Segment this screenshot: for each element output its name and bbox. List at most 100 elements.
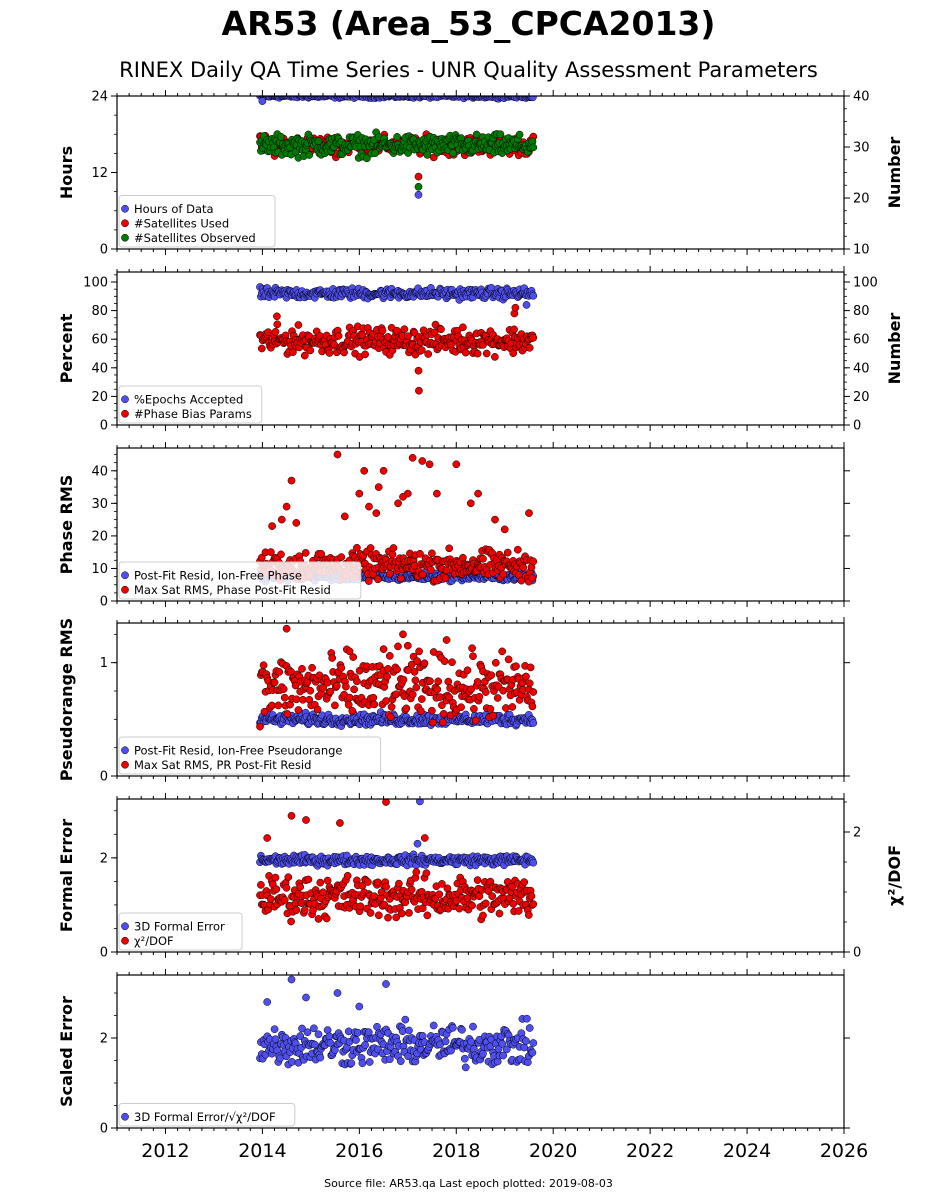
series-1-point xyxy=(529,688,538,696)
series-1-point xyxy=(257,553,266,562)
series-1-point xyxy=(417,346,426,354)
legend-marker xyxy=(121,409,129,418)
series-1-point xyxy=(334,332,343,340)
series-1-outlier xyxy=(355,489,364,498)
series-1-outlier xyxy=(442,636,451,644)
y-tick-label: 0 xyxy=(100,243,108,258)
series-1-point xyxy=(260,707,269,716)
series-1-point xyxy=(394,642,402,651)
legend-entry: #Phase Bias Params xyxy=(134,407,252,421)
series-1-point xyxy=(356,902,365,911)
series-1-point xyxy=(271,327,280,336)
series-1-point xyxy=(502,704,510,712)
series-0-point xyxy=(298,1024,306,1033)
series-0-point xyxy=(502,1045,511,1054)
y-right-tick-label: 20 xyxy=(853,390,870,405)
series-0-point xyxy=(358,1059,367,1068)
series-1-point xyxy=(526,663,535,672)
series-2-point xyxy=(472,130,481,139)
series-1-point xyxy=(280,896,289,904)
series-0-point xyxy=(314,1030,323,1039)
series-1-outlier xyxy=(379,466,388,475)
series-1-point xyxy=(509,899,518,908)
legend-entry: 3D Formal Error/√χ²/DOF xyxy=(134,1110,276,1124)
series-1-outlier xyxy=(287,476,296,485)
series-1-point xyxy=(445,693,454,702)
series-0-outlier xyxy=(333,989,342,997)
series-1-point xyxy=(385,652,394,660)
series-1-point xyxy=(441,574,450,582)
series-1-point xyxy=(308,663,316,672)
series-1-point xyxy=(353,543,361,552)
series-2-point xyxy=(515,130,524,139)
series-1-point xyxy=(514,907,523,915)
series-1-outlier xyxy=(379,645,388,653)
series-0-point xyxy=(498,1039,507,1048)
series-1-point xyxy=(325,349,334,357)
series-1-point xyxy=(493,694,502,702)
legend-entry: Post-Fit Resid, Ion-Free Phase xyxy=(134,568,302,582)
series-1-point xyxy=(438,701,446,710)
source-footer: Source file: AR53.qa Last epoch plotted:… xyxy=(324,1177,613,1190)
legend-entry: Post-Fit Resid, Ion-Free Pseudorange xyxy=(134,743,342,757)
series-1-point xyxy=(528,702,537,711)
series-1-outlier xyxy=(452,460,461,469)
series-0-point xyxy=(398,1027,407,1036)
series-1-outlier xyxy=(525,509,533,517)
series-1-outlier xyxy=(365,502,373,511)
series-1-point xyxy=(473,876,482,884)
series-1-outlier xyxy=(372,509,381,517)
series-1-point xyxy=(323,678,332,687)
series-1-point xyxy=(522,672,530,681)
series-0-outlier xyxy=(355,1002,364,1011)
subplot-2: 0 20 40 60 80 100 0 20 40 60 80 100 Percent Number %Ep… xyxy=(57,266,904,434)
series-0-point xyxy=(449,1023,457,1032)
legend: Hours of Data#Satellites Used#Satellites… xyxy=(118,195,276,248)
y-right-tick-label: 30 xyxy=(853,141,870,156)
data-points xyxy=(256,624,538,731)
series-1-point xyxy=(267,895,275,903)
y-right-tick-label: 40 xyxy=(853,361,870,376)
series-1-point xyxy=(332,681,341,690)
series-0-outlier xyxy=(522,301,531,309)
y-right-tick-label: 2 xyxy=(853,826,861,841)
legend: Post-Fit Resid, Ion-Free PseudorangeMax … xyxy=(118,736,382,775)
series-1-outlier xyxy=(277,515,286,524)
series-1-outlier xyxy=(360,466,369,475)
series-0-point xyxy=(276,1054,284,1063)
series-1-outlier xyxy=(263,834,272,842)
series-1-point xyxy=(389,544,398,552)
series-2-point xyxy=(305,151,314,159)
legend-marker xyxy=(121,395,129,404)
series-1-point xyxy=(468,901,476,910)
series-0-point xyxy=(361,1041,369,1049)
series-1-point xyxy=(383,672,391,681)
series-1-point xyxy=(319,888,327,897)
series-1-point xyxy=(301,549,310,557)
series-1-outlier xyxy=(491,515,499,524)
series-2-point xyxy=(277,132,285,141)
series-1-point xyxy=(524,911,533,919)
y-right-tick-label: 0 xyxy=(853,419,861,434)
series-1-point xyxy=(384,333,392,341)
series-1-point xyxy=(296,883,305,891)
series-0-point xyxy=(523,1014,531,1023)
series-0-point xyxy=(461,1063,470,1072)
series-1-point xyxy=(316,878,325,887)
series-0-point xyxy=(352,1036,360,1044)
series-1-point xyxy=(345,693,354,702)
series-1-point xyxy=(309,906,317,915)
series-1-point xyxy=(270,678,279,687)
series-1-point xyxy=(402,704,411,713)
series-1-point xyxy=(396,574,405,583)
y-tick-label: 0 xyxy=(100,770,108,785)
series-1-point xyxy=(369,693,378,702)
series-1-point xyxy=(292,695,301,704)
series-1-point xyxy=(313,705,322,714)
series-1-point xyxy=(382,697,390,705)
y-tick-label: 10 xyxy=(91,562,108,577)
series-1-point xyxy=(420,659,429,668)
series-1-point xyxy=(473,349,482,358)
series-1-point xyxy=(473,678,482,686)
series-0-point xyxy=(316,1053,325,1062)
